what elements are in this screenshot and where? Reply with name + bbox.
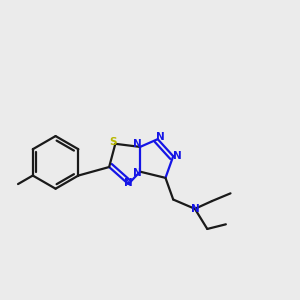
Text: S: S xyxy=(109,137,117,147)
Text: N: N xyxy=(133,140,141,149)
Text: N: N xyxy=(133,168,141,178)
Text: N: N xyxy=(190,204,199,214)
Text: N: N xyxy=(156,132,165,142)
Text: N: N xyxy=(172,151,181,161)
Text: N: N xyxy=(124,178,133,188)
